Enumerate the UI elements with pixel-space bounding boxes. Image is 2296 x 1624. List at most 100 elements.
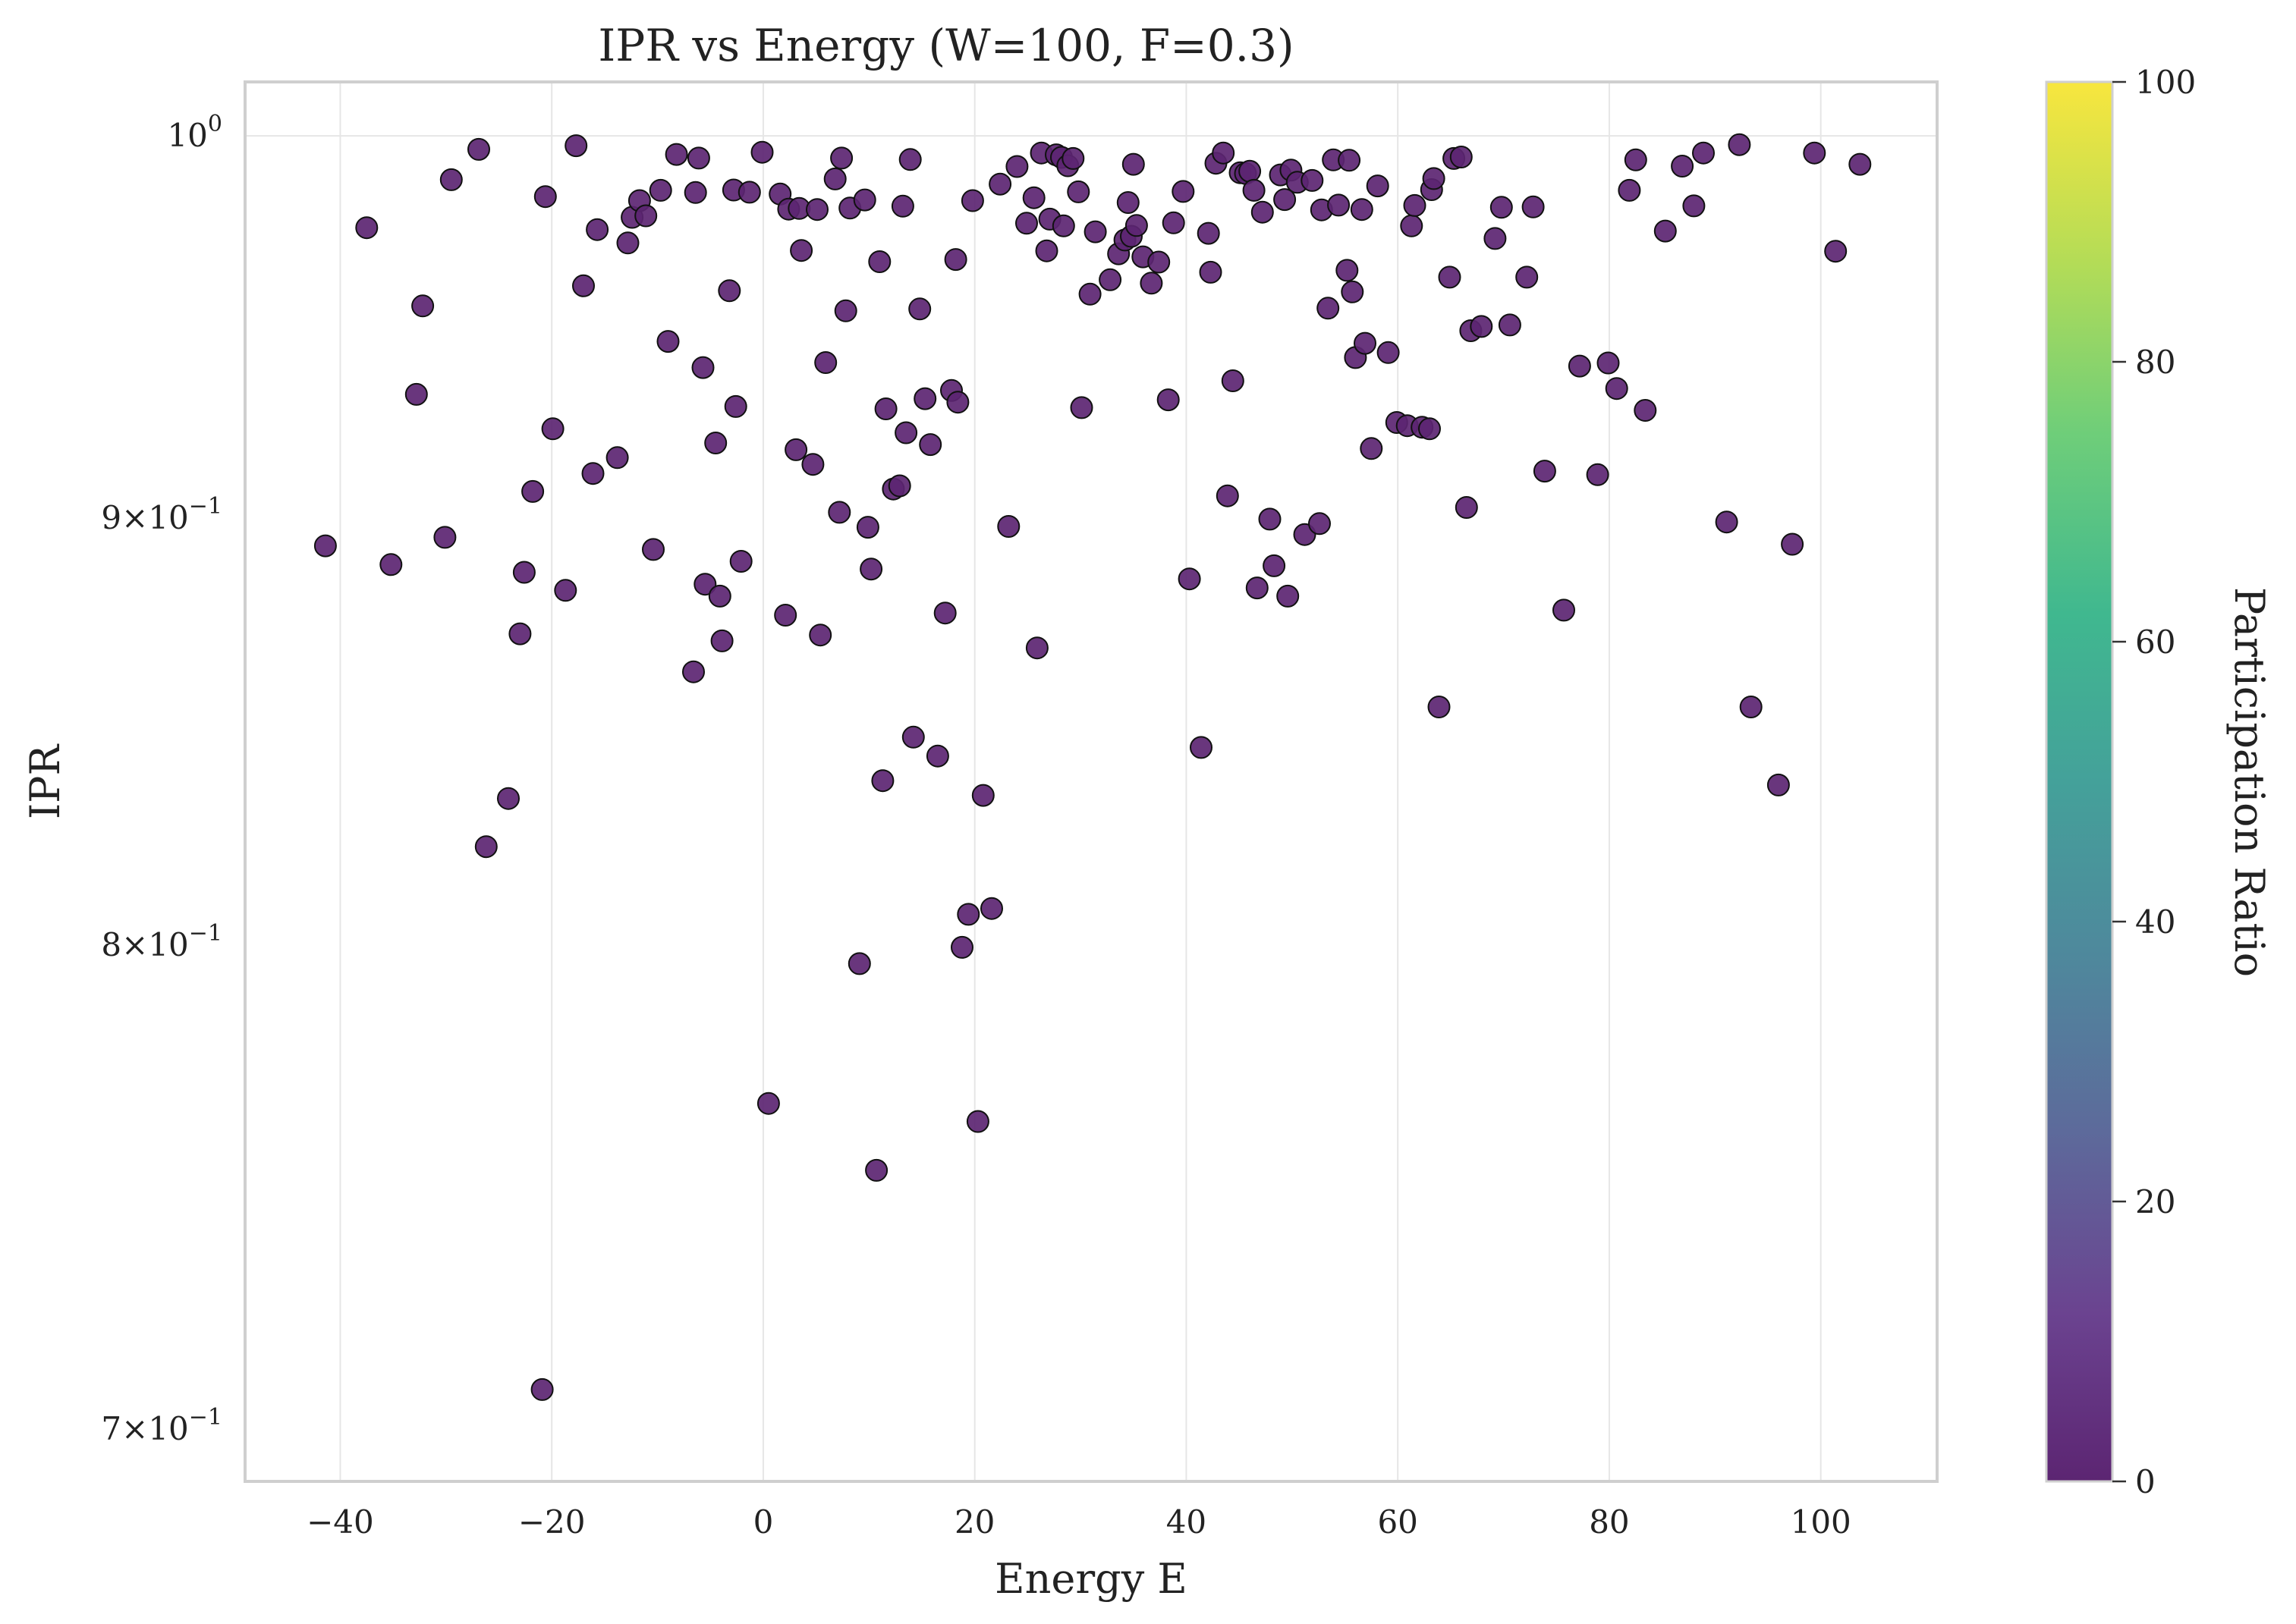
data-point <box>682 660 705 683</box>
data-point <box>1172 180 1195 203</box>
data-point <box>1418 417 1441 441</box>
data-point <box>1521 195 1545 218</box>
data-point <box>1197 221 1220 245</box>
data-point <box>919 433 942 457</box>
data-point <box>1824 240 1848 263</box>
data-point <box>1470 315 1493 338</box>
data-point <box>533 185 557 209</box>
data-point <box>1739 696 1763 718</box>
data-point <box>439 168 463 191</box>
data-point <box>1586 463 1609 486</box>
data-point <box>1258 507 1282 531</box>
colorbar-tick-label: 60 <box>2135 624 2175 661</box>
data-point <box>865 1158 889 1182</box>
data-point <box>971 784 995 807</box>
data-point <box>1715 510 1738 534</box>
chart-title: IPR vs Energy (W=100, F=0.3) <box>598 20 1294 71</box>
colorbar-tick-label: 20 <box>2135 1183 2175 1220</box>
data-point <box>1221 369 1244 392</box>
data-point <box>694 573 717 596</box>
data-point <box>944 248 967 272</box>
data-point <box>1449 146 1473 168</box>
y-tick-label: 100 <box>167 111 222 154</box>
data-point <box>572 274 595 297</box>
data-point <box>738 181 761 204</box>
data-point <box>1350 198 1373 221</box>
data-point <box>891 194 914 218</box>
colorbar-ticks: 0 20 40 60 80 100 <box>2112 64 2196 1500</box>
data-point <box>1052 214 1075 237</box>
data-point <box>1190 736 1212 759</box>
colorbar: 0 20 40 60 80 100 Participation Ratio <box>2045 64 2273 1500</box>
data-point <box>1178 567 1201 591</box>
data-point <box>1483 227 1507 250</box>
data-point <box>957 903 980 926</box>
plot-area <box>244 80 1939 1483</box>
data-point <box>834 299 857 322</box>
data-point <box>860 558 883 581</box>
data-point <box>313 534 337 558</box>
data-point <box>1238 159 1262 183</box>
data-point <box>1781 532 1804 556</box>
data-point <box>521 479 545 503</box>
data-point <box>933 602 957 625</box>
data-point <box>1766 773 1790 796</box>
data-point <box>1015 212 1038 235</box>
data-point <box>1078 282 1102 306</box>
x-tick-label: −20 <box>518 1503 586 1541</box>
colorbar-label: Participation Ratio <box>2225 587 2273 977</box>
data-point <box>724 394 747 418</box>
data-point <box>756 1092 780 1115</box>
data-point <box>1498 313 1521 337</box>
data-point <box>1276 584 1300 608</box>
x-tick-label: 60 <box>1377 1503 1417 1541</box>
data-point <box>1360 437 1383 460</box>
data-point <box>1250 200 1274 224</box>
data-point <box>1515 265 1539 289</box>
data-point <box>1245 576 1269 600</box>
data-point <box>1596 351 1620 375</box>
data-point <box>946 391 970 414</box>
data-point <box>823 167 847 190</box>
data-point <box>1682 194 1706 218</box>
data-point <box>856 516 879 539</box>
data-point <box>656 330 680 353</box>
data-point <box>1605 377 1628 401</box>
data-point <box>1848 152 1872 176</box>
x-tick-label: 40 <box>1166 1503 1206 1541</box>
data-point <box>512 561 536 584</box>
data-point <box>497 787 520 810</box>
data-point <box>1116 191 1140 214</box>
data-point <box>1653 219 1677 243</box>
data-point <box>1156 388 1180 412</box>
data-point <box>687 146 710 170</box>
data-point <box>616 231 640 255</box>
data-point <box>541 417 565 441</box>
data-point <box>665 143 688 166</box>
data-point <box>530 1377 554 1401</box>
data-point <box>1162 211 1185 234</box>
data-point <box>411 294 435 318</box>
data-point <box>1067 180 1090 203</box>
data-point <box>1216 484 1239 507</box>
x-tick-label: −40 <box>307 1503 374 1541</box>
data-point <box>1338 149 1361 172</box>
data-point <box>806 198 829 221</box>
data-point <box>895 421 918 444</box>
data-point <box>1035 239 1058 262</box>
data-point <box>1427 696 1451 718</box>
data-point <box>898 148 922 171</box>
data-point <box>828 501 851 524</box>
data-point <box>989 172 1012 196</box>
data-point <box>1634 399 1657 422</box>
data-point <box>1242 178 1266 202</box>
data-point <box>1062 146 1085 170</box>
data-point <box>1692 141 1715 165</box>
data-point <box>691 356 715 379</box>
data-point <box>1618 178 1641 202</box>
data-point <box>1624 148 1647 171</box>
data-point <box>801 453 825 476</box>
data-point <box>1533 460 1556 483</box>
data-point <box>830 146 854 170</box>
data-point <box>634 204 658 228</box>
